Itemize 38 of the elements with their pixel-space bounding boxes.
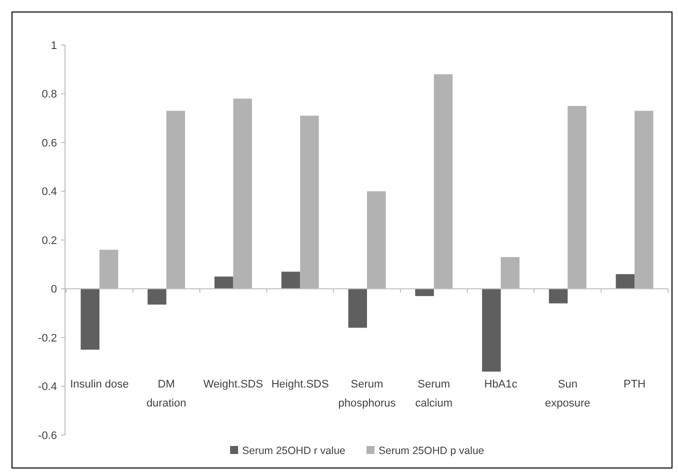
legend-label: Serum 25OHD p value bbox=[378, 445, 484, 457]
bar bbox=[99, 250, 118, 289]
bar bbox=[434, 74, 453, 289]
bar bbox=[548, 288, 568, 304]
x-tick-label: Weight.SDS bbox=[203, 378, 264, 391]
x-tick-label: HbA1c bbox=[484, 378, 518, 391]
x-tick-label: Serum calcium bbox=[415, 378, 453, 410]
bar bbox=[281, 272, 300, 289]
x-tick-label: Height.SDS bbox=[271, 378, 329, 391]
bar bbox=[500, 257, 520, 289]
bar bbox=[482, 288, 501, 372]
y-tick-label: -0.6 bbox=[38, 430, 57, 442]
bar bbox=[214, 276, 234, 289]
bar bbox=[616, 274, 635, 289]
x-tick-label: Serum phosphorus bbox=[338, 378, 396, 410]
bar bbox=[233, 98, 252, 289]
y-tick-label: -0.4 bbox=[38, 381, 57, 394]
y-tick-label: 0.2 bbox=[42, 234, 57, 247]
y-tick-label: 1 bbox=[50, 40, 57, 52]
legend-label: Serum 25OHD r value bbox=[242, 445, 346, 457]
x-tick-label: Sun exposure bbox=[545, 378, 590, 410]
y-tick-label: 0.4 bbox=[42, 186, 57, 198]
y-tick-label: 0 bbox=[50, 284, 57, 296]
bar bbox=[166, 110, 186, 289]
x-tick-label: DM duration bbox=[146, 378, 186, 410]
bar bbox=[367, 191, 386, 289]
x-tick-label: PTH bbox=[624, 378, 646, 391]
bar bbox=[300, 116, 319, 289]
bar bbox=[80, 288, 100, 350]
y-tick-label: 0.8 bbox=[42, 88, 57, 101]
bar bbox=[634, 110, 654, 289]
y-tick-label: -0.2 bbox=[38, 332, 57, 344]
bar bbox=[348, 288, 367, 328]
bar bbox=[148, 288, 166, 305]
y-tick-label: 0.6 bbox=[42, 137, 57, 150]
bar bbox=[415, 288, 434, 296]
x-tick-label: Insulin dose bbox=[70, 378, 129, 391]
bar bbox=[568, 106, 586, 289]
